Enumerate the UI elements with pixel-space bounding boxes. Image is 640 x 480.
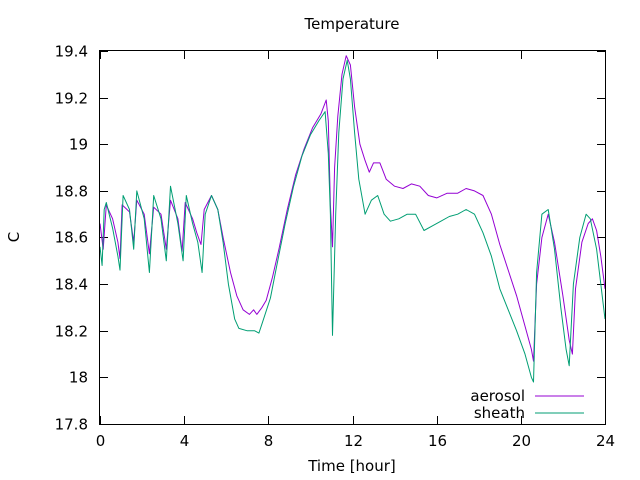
x-tick-label: 12 bbox=[344, 432, 363, 450]
y-tick-label: 18.6 bbox=[55, 229, 88, 247]
series-layer bbox=[99, 55, 606, 383]
x-tick-label: 20 bbox=[512, 432, 531, 450]
y-tick-label: 17.8 bbox=[55, 416, 88, 434]
y-tick-label: 18.2 bbox=[55, 323, 88, 341]
y-tick-label: 19.4 bbox=[55, 43, 88, 61]
y-tick-label: 18.8 bbox=[55, 183, 88, 201]
x-tick-label: 8 bbox=[264, 432, 274, 450]
chart-title: Temperature bbox=[303, 15, 399, 33]
legend-label: sheath bbox=[474, 404, 525, 422]
y-tick-label: 18 bbox=[69, 369, 88, 387]
y-tick-label: 19 bbox=[69, 136, 88, 154]
x-tick-label: 4 bbox=[180, 432, 190, 450]
legend-label: aerosol bbox=[470, 387, 525, 405]
y-tick-label: 19.2 bbox=[55, 90, 88, 108]
y-axis-label: C bbox=[5, 232, 23, 242]
plot-frame bbox=[99, 50, 606, 425]
x-tick-label: 16 bbox=[428, 432, 447, 450]
x-tick-label: 0 bbox=[96, 432, 106, 450]
series-line-sheath bbox=[99, 59, 606, 383]
x-tick-label: 24 bbox=[596, 432, 615, 450]
y-tick-label: 18.4 bbox=[55, 276, 88, 294]
x-axis-label: Time [hour] bbox=[307, 457, 396, 475]
